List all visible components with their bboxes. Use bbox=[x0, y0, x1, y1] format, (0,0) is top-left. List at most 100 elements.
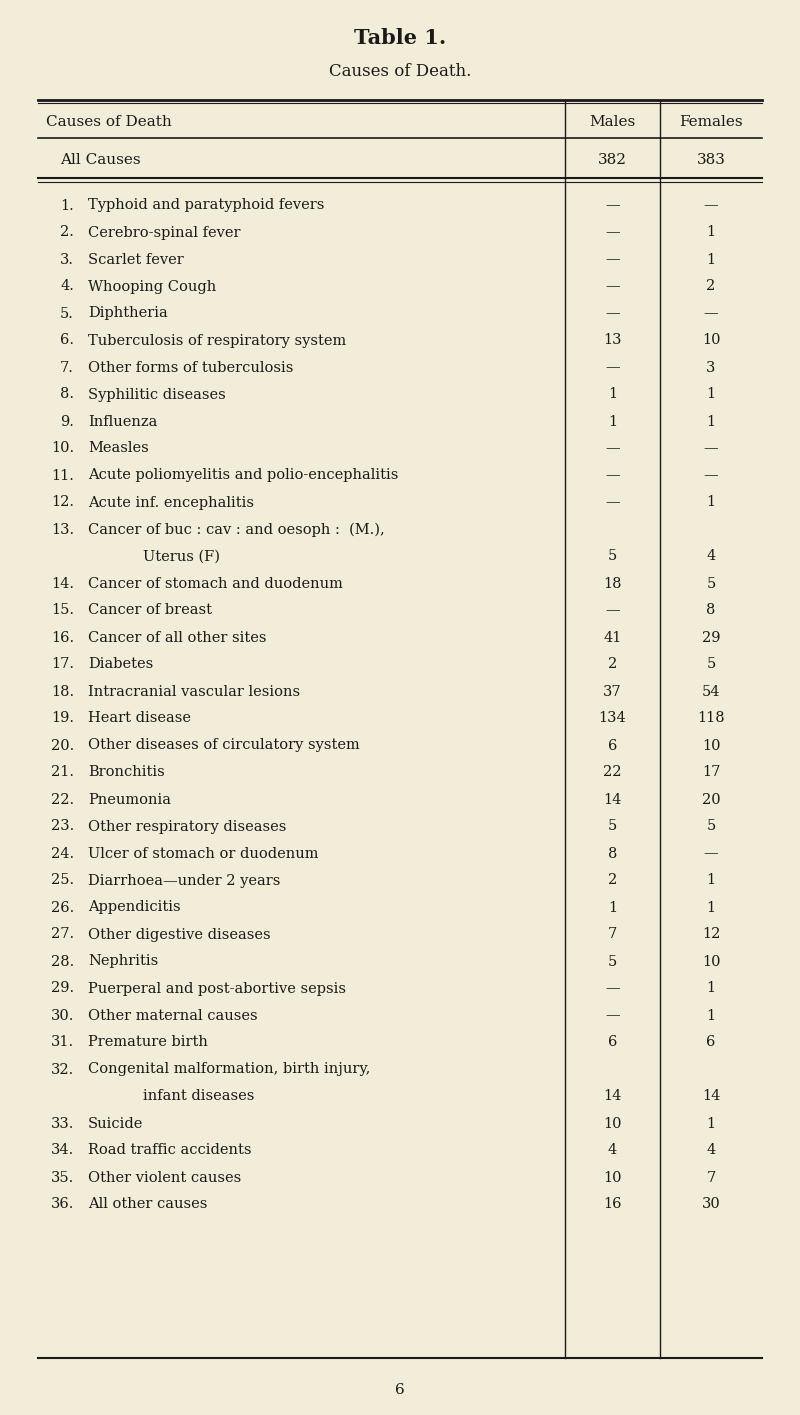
Text: Heart disease: Heart disease bbox=[88, 712, 191, 726]
Text: Premature birth: Premature birth bbox=[88, 1036, 208, 1050]
Text: —: — bbox=[605, 252, 620, 266]
Text: Intracranial vascular lesions: Intracranial vascular lesions bbox=[88, 685, 300, 699]
Text: Syphilitic diseases: Syphilitic diseases bbox=[88, 388, 226, 402]
Text: 32.: 32. bbox=[50, 1063, 74, 1077]
Text: 23.: 23. bbox=[50, 819, 74, 833]
Text: 14: 14 bbox=[603, 792, 622, 807]
Text: Acute inf. encephalitis: Acute inf. encephalitis bbox=[88, 495, 254, 509]
Text: Appendicitis: Appendicitis bbox=[88, 900, 181, 914]
Text: Other respiratory diseases: Other respiratory diseases bbox=[88, 819, 286, 833]
Text: —: — bbox=[704, 846, 718, 860]
Text: Causes of Death.: Causes of Death. bbox=[329, 64, 471, 81]
Text: 37: 37 bbox=[603, 685, 622, 699]
Text: 382: 382 bbox=[598, 153, 627, 167]
Text: 1: 1 bbox=[706, 495, 715, 509]
Text: 34.: 34. bbox=[50, 1143, 74, 1157]
Text: 19.: 19. bbox=[51, 712, 74, 726]
Text: 35.: 35. bbox=[50, 1170, 74, 1184]
Text: Cancer of stomach and duodenum: Cancer of stomach and duodenum bbox=[88, 576, 343, 590]
Text: 1.: 1. bbox=[60, 198, 74, 212]
Text: —: — bbox=[605, 604, 620, 617]
Text: 11.: 11. bbox=[51, 468, 74, 483]
Text: Acute poliomyelitis and polio-encephalitis: Acute poliomyelitis and polio-encephalit… bbox=[88, 468, 398, 483]
Text: Table 1.: Table 1. bbox=[354, 28, 446, 48]
Text: 25.: 25. bbox=[51, 873, 74, 887]
Text: Females: Females bbox=[679, 115, 743, 129]
Text: 8: 8 bbox=[608, 846, 617, 860]
Text: 14.: 14. bbox=[51, 576, 74, 590]
Text: Other maternal causes: Other maternal causes bbox=[88, 1009, 258, 1023]
Text: —: — bbox=[605, 982, 620, 996]
Text: Diarrhoea—under 2 years: Diarrhoea—under 2 years bbox=[88, 873, 280, 887]
Text: Cancer of breast: Cancer of breast bbox=[88, 604, 212, 617]
Text: 14: 14 bbox=[702, 1090, 720, 1104]
Text: —: — bbox=[704, 441, 718, 456]
Text: 27.: 27. bbox=[51, 927, 74, 941]
Text: 2: 2 bbox=[706, 280, 716, 293]
Text: —: — bbox=[605, 1009, 620, 1023]
Text: —: — bbox=[605, 441, 620, 456]
Text: 5: 5 bbox=[706, 819, 716, 833]
Text: Males: Males bbox=[590, 115, 636, 129]
Text: 1: 1 bbox=[706, 252, 715, 266]
Text: 7: 7 bbox=[608, 927, 617, 941]
Text: —: — bbox=[605, 468, 620, 483]
Text: —: — bbox=[704, 468, 718, 483]
Text: 5: 5 bbox=[608, 955, 617, 968]
Text: 5: 5 bbox=[608, 819, 617, 833]
Text: 134: 134 bbox=[598, 712, 626, 726]
Text: All other causes: All other causes bbox=[88, 1197, 207, 1211]
Text: 10.: 10. bbox=[51, 441, 74, 456]
Text: 30.: 30. bbox=[50, 1009, 74, 1023]
Text: Whooping Cough: Whooping Cough bbox=[88, 280, 216, 293]
Text: 5: 5 bbox=[706, 576, 716, 590]
Text: —: — bbox=[605, 198, 620, 212]
Text: 28.: 28. bbox=[50, 955, 74, 968]
Text: —: — bbox=[605, 495, 620, 509]
Text: Scarlet fever: Scarlet fever bbox=[88, 252, 184, 266]
Text: Causes of Death: Causes of Death bbox=[46, 115, 172, 129]
Text: 20: 20 bbox=[702, 792, 720, 807]
Text: 18: 18 bbox=[603, 576, 622, 590]
Text: 6.: 6. bbox=[60, 334, 74, 348]
Text: 383: 383 bbox=[697, 153, 726, 167]
Text: Suicide: Suicide bbox=[88, 1116, 143, 1131]
Text: 2.: 2. bbox=[60, 225, 74, 239]
Text: Measles: Measles bbox=[88, 441, 149, 456]
Text: —: — bbox=[605, 225, 620, 239]
Text: 1: 1 bbox=[608, 415, 617, 429]
Text: 10: 10 bbox=[603, 1116, 622, 1131]
Text: 13: 13 bbox=[603, 334, 622, 348]
Text: 8: 8 bbox=[706, 604, 716, 617]
Text: Typhoid and paratyphoid fevers: Typhoid and paratyphoid fevers bbox=[88, 198, 324, 212]
Text: Other forms of tuberculosis: Other forms of tuberculosis bbox=[88, 361, 294, 375]
Text: Pneumonia: Pneumonia bbox=[88, 792, 171, 807]
Text: Diphtheria: Diphtheria bbox=[88, 307, 168, 321]
Text: 10: 10 bbox=[702, 955, 720, 968]
Text: 1: 1 bbox=[706, 388, 715, 402]
Text: 3: 3 bbox=[706, 361, 716, 375]
Text: 2: 2 bbox=[608, 873, 617, 887]
Text: Bronchitis: Bronchitis bbox=[88, 766, 165, 780]
Text: 118: 118 bbox=[697, 712, 725, 726]
Text: 7: 7 bbox=[706, 1170, 716, 1184]
Text: 54: 54 bbox=[702, 685, 720, 699]
Text: 36.: 36. bbox=[50, 1197, 74, 1211]
Text: 1: 1 bbox=[706, 415, 715, 429]
Text: 33.: 33. bbox=[50, 1116, 74, 1131]
Text: 1: 1 bbox=[706, 1116, 715, 1131]
Text: 17.: 17. bbox=[51, 658, 74, 672]
Text: 17: 17 bbox=[702, 766, 720, 780]
Text: Influenza: Influenza bbox=[88, 415, 158, 429]
Text: infant diseases: infant diseases bbox=[143, 1090, 254, 1104]
Text: Road traffic accidents: Road traffic accidents bbox=[88, 1143, 251, 1157]
Text: Cancer of all other sites: Cancer of all other sites bbox=[88, 631, 266, 644]
Text: 4: 4 bbox=[706, 1143, 716, 1157]
Text: 29.: 29. bbox=[51, 982, 74, 996]
Text: 10: 10 bbox=[702, 334, 720, 348]
Text: 12: 12 bbox=[702, 927, 720, 941]
Text: 22.: 22. bbox=[51, 792, 74, 807]
Text: 5.: 5. bbox=[60, 307, 74, 321]
Text: 4.: 4. bbox=[60, 280, 74, 293]
Text: 20.: 20. bbox=[50, 739, 74, 753]
